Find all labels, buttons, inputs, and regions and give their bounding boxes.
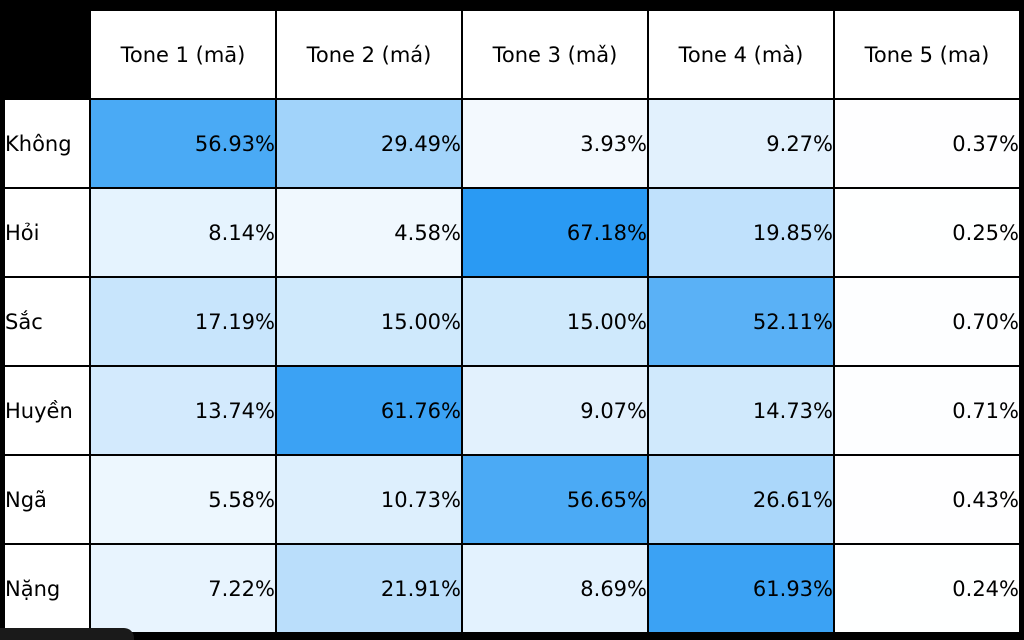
table-cell: 52.11%	[647, 276, 835, 367]
table-row: Ngã 5.58% 10.73% 56.65% 26.61% 0.43%	[3, 454, 1021, 545]
table-row: Sắc 17.19% 15.00% 15.00% 52.11% 0.70%	[3, 276, 1021, 367]
tone-confusion-table: Tone 1 (mā) Tone 2 (má) Tone 3 (mǎ) Tone…	[3, 9, 1021, 634]
table-cell: 0.25%	[833, 187, 1021, 278]
corner-cell	[3, 9, 91, 100]
row-header-nang: Nặng	[3, 543, 91, 634]
table-cell: 0.43%	[833, 454, 1021, 545]
column-header-tone-2: Tone 2 (má)	[275, 9, 463, 100]
table-cell: 15.00%	[461, 276, 649, 367]
table-cell: 0.37%	[833, 98, 1021, 189]
table-row: Huyền 13.74% 61.76% 9.07% 14.73% 0.71%	[3, 365, 1021, 456]
row-header-huyen: Huyền	[3, 365, 91, 456]
table-cell: 10.73%	[275, 454, 463, 545]
row-header-hoi: Hỏi	[3, 187, 91, 278]
table-cell: 8.69%	[461, 543, 649, 634]
table-row: Không 56.93% 29.49% 3.93% 9.27% 0.37%	[3, 98, 1021, 189]
column-header-tone-5: Tone 5 (ma)	[833, 9, 1021, 100]
table-cell: 61.93%	[647, 543, 835, 634]
table-cell: 56.93%	[89, 98, 277, 189]
table-cell: 61.76%	[275, 365, 463, 456]
table-cell: 5.58%	[89, 454, 277, 545]
table-cell: 4.58%	[275, 187, 463, 278]
table-row: Hỏi 8.14% 4.58% 67.18% 19.85% 0.25%	[3, 187, 1021, 278]
table-cell: 7.22%	[89, 543, 277, 634]
row-header-sac: Sắc	[3, 276, 91, 367]
table-cell: 0.70%	[833, 276, 1021, 367]
table-cell: 3.93%	[461, 98, 649, 189]
column-header-tone-1: Tone 1 (mā)	[89, 9, 277, 100]
table-cell: 17.19%	[89, 276, 277, 367]
table-cell: 19.85%	[647, 187, 835, 278]
table-cell: 26.61%	[647, 454, 835, 545]
table-cell: 14.73%	[647, 365, 835, 456]
window-corner-tab	[0, 628, 134, 640]
table-cell: 67.18%	[461, 187, 649, 278]
column-header-tone-4: Tone 4 (mà)	[647, 9, 835, 100]
table-row: Nặng 7.22% 21.91% 8.69% 61.93% 0.24%	[3, 543, 1021, 634]
table-cell: 56.65%	[461, 454, 649, 545]
table-cell: 0.24%	[833, 543, 1021, 634]
table-cell: 8.14%	[89, 187, 277, 278]
table-cell: 9.27%	[647, 98, 835, 189]
column-header-tone-3: Tone 3 (mǎ)	[461, 9, 649, 100]
table-cell: 13.74%	[89, 365, 277, 456]
table-cell: 15.00%	[275, 276, 463, 367]
row-header-nga: Ngã	[3, 454, 91, 545]
row-header-khong: Không	[3, 98, 91, 189]
header-row: Tone 1 (mā) Tone 2 (má) Tone 3 (mǎ) Tone…	[3, 9, 1021, 100]
table-cell: 29.49%	[275, 98, 463, 189]
table-cell: 21.91%	[275, 543, 463, 634]
table-cell: 9.07%	[461, 365, 649, 456]
table-cell: 0.71%	[833, 365, 1021, 456]
